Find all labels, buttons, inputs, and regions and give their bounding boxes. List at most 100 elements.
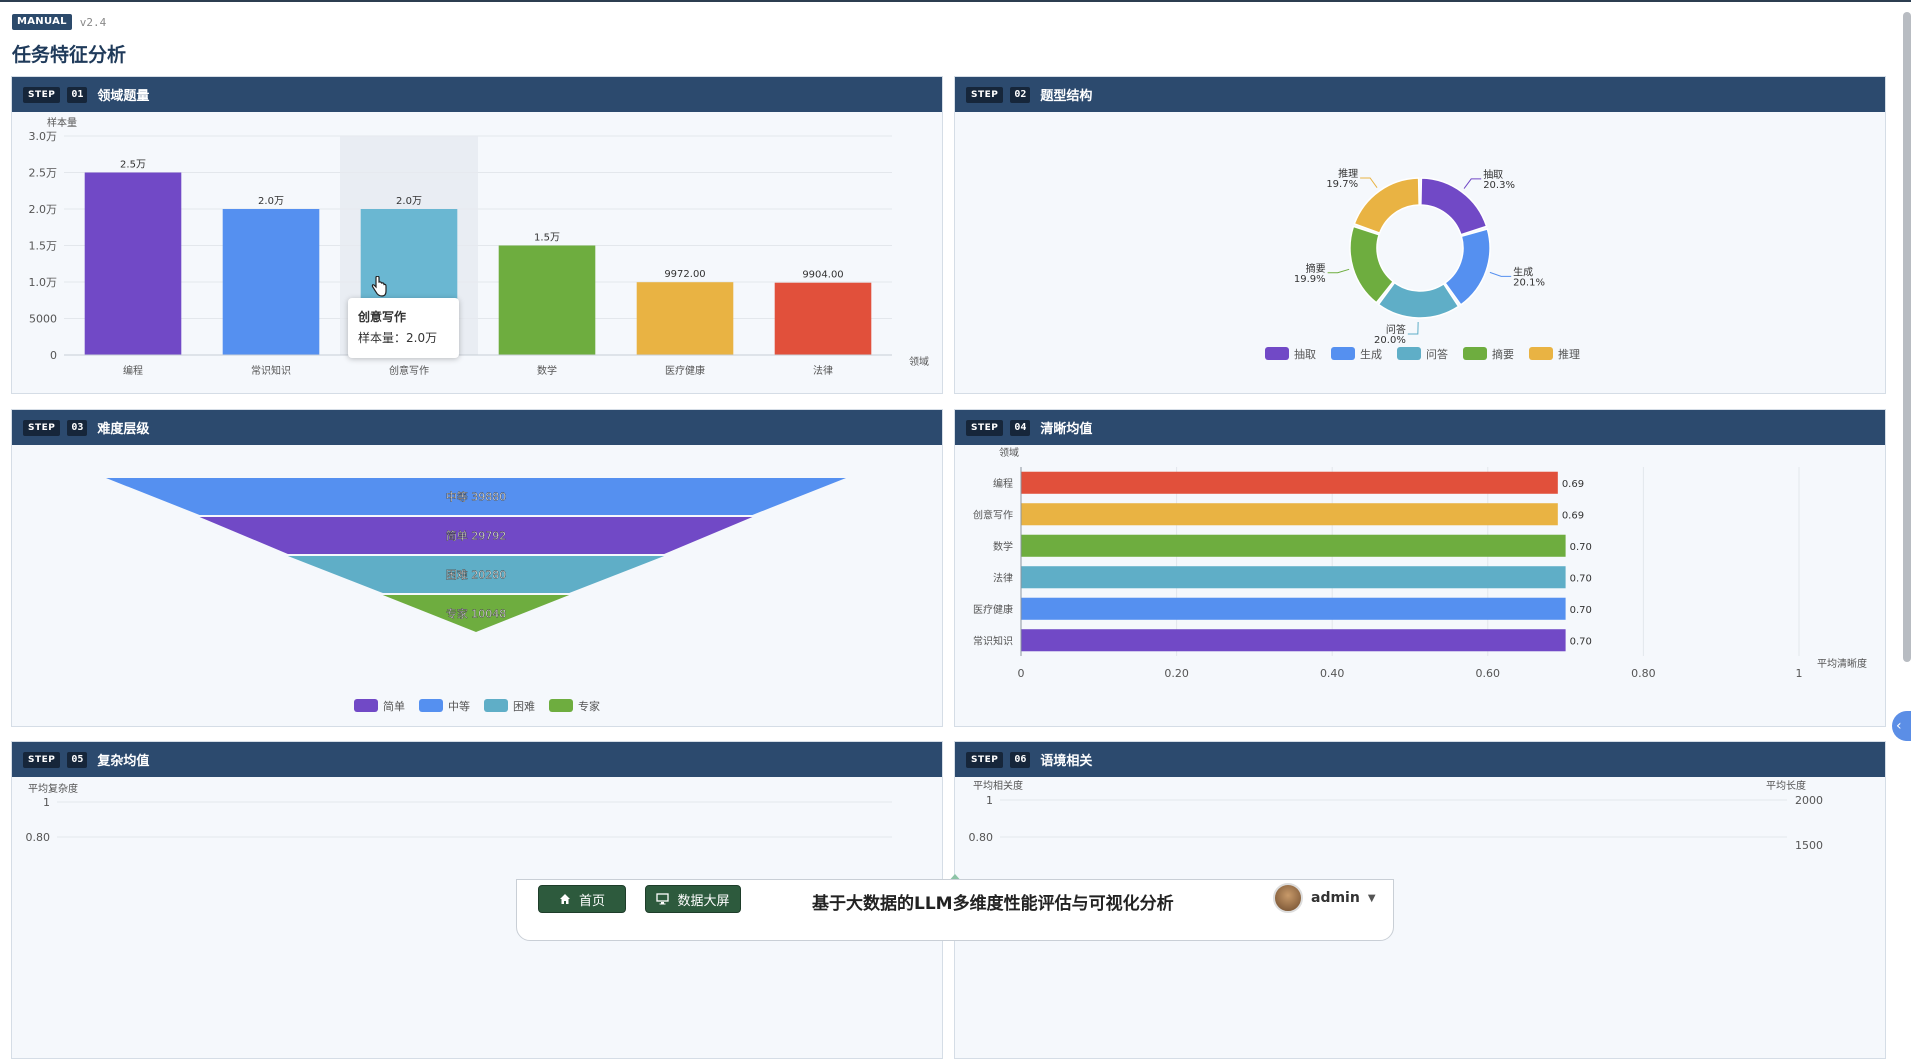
bottom-nav-bar: 首页 数据大屏 基于大数据的LLM多维度性能评估与可视化分析 admin ▼ <box>516 879 1394 941</box>
label-leader <box>1489 271 1512 277</box>
step-number: 04 <box>1010 419 1031 436</box>
clarity-hbar-chart[interactable]: 领域 0 0.20 0.40 0.60 0.80 1 0.69 编程 0.69 创意写作 0.70 数学… <box>955 445 1886 727</box>
donut-slice <box>1420 177 1488 236</box>
home-label: 首页 <box>578 893 605 909</box>
y-tick-label: 常识知识 <box>973 634 1013 647</box>
monitor-icon <box>656 893 670 905</box>
bar-value-label: 9972.00 <box>664 269 705 280</box>
bar-value-label: 0.70 <box>1570 636 1592 647</box>
legend-swatch <box>1397 347 1421 360</box>
legend-swatch <box>549 699 573 712</box>
panel-question-type: STEP 02 题型结构 抽取 20.3% 生成 20.1% 问答 20.0% 摘要 19.9… <box>954 76 1886 394</box>
panel-domain-count: STEP 01 领域题量 样本量 0 5000 1.0万 1.5万 2.0万 2.5万 3.0… <box>11 76 943 394</box>
panel-title: 复杂均值 <box>97 754 150 769</box>
funnel-segment <box>106 478 846 515</box>
bottom-bar-handle-icon[interactable] <box>947 874 963 883</box>
y-tick-label: 1 <box>986 794 993 807</box>
step-tag: STEP <box>23 86 61 103</box>
page-scrollbar[interactable] <box>1903 12 1911 662</box>
context-chart[interactable]: 平均相关度 平均长度 1 2000 0.80 1500 <box>955 777 1886 1059</box>
funnel-segment <box>199 517 753 554</box>
app-title: 基于大数据的LLM多维度性能评估与可视化分析 <box>812 894 1174 914</box>
bar <box>222 209 320 355</box>
chart-tooltip: 创意写作 样本量：2.0万 <box>348 298 459 358</box>
panel-clarity: STEP 04 清晰均值 领域 0 0.20 0.40 0.60 0.80 1 0.69 编程 0… <box>954 409 1886 727</box>
slice-label: 问答 <box>1386 323 1406 336</box>
tooltip-body: 样本量：2.0万 <box>358 331 438 345</box>
panel-header: STEP 03 难度层级 <box>12 410 942 445</box>
bar-value-label: 9904.00 <box>802 270 843 281</box>
page-title: 任务特征分析 <box>12 44 127 66</box>
bar <box>1021 629 1566 652</box>
step-number: 03 <box>67 419 88 436</box>
difficulty-funnel-chart[interactable]: 中等 39880 简单 29792 困难 20280 专家 10048 简单 中等 困难 专家 <box>12 445 943 727</box>
funnel-segment <box>382 595 570 632</box>
legend-label: 摘要 <box>1492 347 1514 361</box>
legend-swatch <box>1463 347 1487 360</box>
step-tag: STEP <box>966 751 1004 768</box>
home-button[interactable]: 首页 <box>538 885 626 913</box>
bar-value-label: 2.5万 <box>120 160 146 171</box>
y-tick-label: 1.0万 <box>29 276 58 289</box>
panel-title: 领域题量 <box>97 89 150 104</box>
top-border <box>0 0 1911 2</box>
slice-label: 抽取 <box>1483 168 1503 181</box>
y-tick-label: 3.0万 <box>29 130 58 143</box>
donut-slice <box>1353 177 1420 235</box>
y-tick-label: 0.80 <box>26 831 51 844</box>
funnel-label: 专家 10048 <box>446 607 507 621</box>
label-leader <box>1463 178 1482 189</box>
donut-slice <box>1349 225 1395 304</box>
y-axis-title: 样本量 <box>47 116 77 129</box>
slice-percent: 19.9% <box>1294 274 1326 285</box>
x-tick-label: 0.20 <box>1164 667 1189 680</box>
username: admin <box>1311 890 1360 906</box>
type-donut-chart[interactable]: 抽取20.3%生成20.1%问答20.0%摘要19.9%推理19.7%抽取 生成问… <box>955 112 1886 394</box>
legend-label: 推理 <box>1558 347 1580 361</box>
slice-label: 推理 <box>1338 167 1358 180</box>
bar <box>636 282 734 355</box>
slice-percent: 20.0% <box>1374 335 1406 346</box>
funnel-label: 简单 29792 <box>446 529 507 543</box>
bar <box>498 245 596 355</box>
dashboard-button[interactable]: 数据大屏 <box>645 885 741 913</box>
y-tick-label: 数学 <box>993 540 1013 553</box>
y-axis-title: 领域 <box>999 446 1019 459</box>
x-axis-title: 平均清晰度 <box>1817 657 1867 670</box>
x-tick-label: 0.40 <box>1320 667 1345 680</box>
legend-swatch <box>419 699 443 712</box>
x-tick-label: 0.60 <box>1476 667 1501 680</box>
y-tick-label: 创意写作 <box>973 508 1013 521</box>
panel-difficulty: STEP 03 难度层级 中等 39880 简单 29792 困难 20280 专家 … <box>11 409 943 727</box>
x-tick-label: 法律 <box>813 364 833 377</box>
manual-badge: MANUAL <box>12 14 72 30</box>
bar <box>1021 534 1566 557</box>
tooltip-title: 创意写作 <box>358 310 407 324</box>
x-tick-label: 0.80 <box>1631 667 1656 680</box>
legend-label: 专家 <box>578 699 600 713</box>
bar-value-label: 0.69 <box>1562 479 1584 490</box>
y-tick-label: 5000 <box>29 313 57 326</box>
bar <box>1021 471 1558 494</box>
panel-title: 难度层级 <box>97 422 150 437</box>
panel-header: STEP 02 题型结构 <box>955 77 1885 112</box>
step-number: 01 <box>67 86 88 103</box>
legend-swatch <box>1265 347 1289 360</box>
x-tick-label: 创意写作 <box>389 364 429 377</box>
side-collapse-tab[interactable]: ‹ <box>1892 711 1911 741</box>
step-tag: STEP <box>966 419 1004 436</box>
panel-header: STEP 06 语境相关 <box>955 742 1885 777</box>
bar-value-label: 0.70 <box>1570 605 1592 616</box>
y2-tick-label: 1500 <box>1795 839 1823 852</box>
caret-down-icon: ▼ <box>1367 892 1376 904</box>
x-tick-label: 医疗健康 <box>665 364 705 377</box>
step-tag: STEP <box>23 419 61 436</box>
slice-percent: 19.7% <box>1326 179 1358 190</box>
bar <box>1021 597 1566 620</box>
y-tick-label: 1 <box>43 796 50 809</box>
bar-value-label: 2.0万 <box>396 196 422 207</box>
user-menu[interactable]: admin ▼ <box>1273 883 1376 913</box>
step-number: 02 <box>1010 86 1031 103</box>
